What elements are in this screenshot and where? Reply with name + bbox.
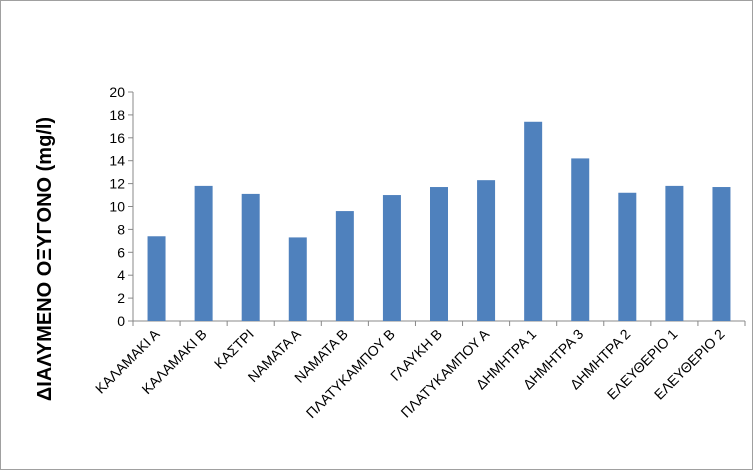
y-tick-label: 4: [117, 267, 125, 283]
y-tick-label: 10: [109, 199, 125, 215]
bar: [571, 158, 590, 321]
bar: [618, 192, 637, 321]
bar: [382, 195, 401, 321]
bar: [665, 185, 684, 321]
chart-bars: [147, 121, 731, 322]
y-axis-title: ΔΙΑΛΥΜΕΝΟ ΟΞΥΓΟΝΟ (mg/l): [34, 117, 56, 401]
x-category-label: ΠΛΑΤΥΚΑΜΠΟΥ Α: [397, 325, 492, 420]
bar: [335, 211, 354, 321]
bar: [430, 187, 448, 321]
x-category-label: ΠΛΑΤΥΚΑΜΠΟΥ Β: [303, 326, 398, 421]
y-tick-label: 16: [109, 130, 125, 146]
chart-axes: [128, 91, 746, 326]
bar: [147, 236, 166, 321]
y-tick-label: 0: [117, 313, 125, 329]
bar: [194, 185, 213, 321]
bar: [524, 121, 543, 322]
bar: [288, 237, 307, 321]
y-tick-label: 8: [117, 221, 125, 237]
bar: [712, 187, 731, 321]
y-tick-label: 20: [109, 84, 125, 100]
bar: [477, 180, 496, 321]
y-tick-label: 18: [109, 107, 125, 123]
y-tick-label: 2: [117, 290, 125, 306]
y-tick-labels: 0 2 4 6 8 10 12 14 16 18 20: [109, 84, 125, 329]
bar: [241, 193, 260, 321]
y-tick-label: 12: [109, 176, 125, 192]
y-tick-label: 14: [109, 153, 125, 169]
x-category-label: ΚΑΣΤΡΙ: [211, 326, 257, 372]
y-tick-label: 6: [117, 244, 125, 260]
